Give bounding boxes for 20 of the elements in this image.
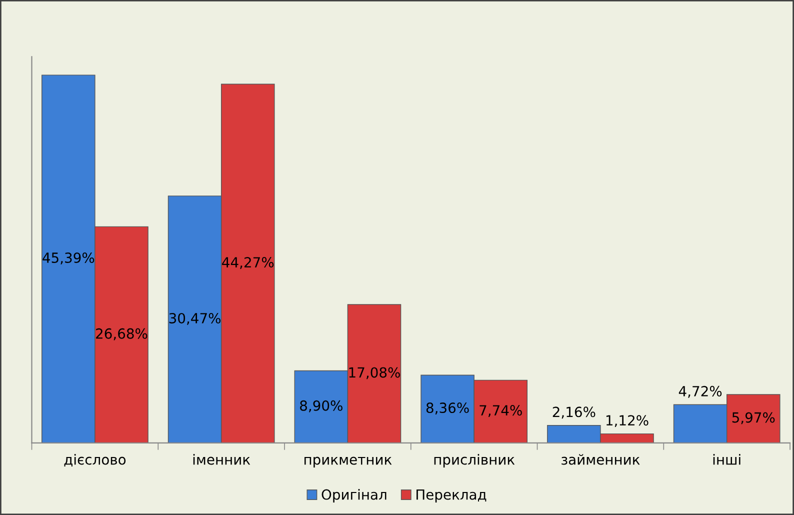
data-label: 26,68% [96,328,148,340]
x-tick-label: інші [713,454,740,465]
x-tick-label: іменник [193,454,250,465]
data-label: 45,39% [42,252,94,264]
data-label: 8,90% [300,400,342,412]
x-tick-label: займенник [562,454,640,465]
data-label: 5,97% [732,412,775,424]
legend-label: Переклад [416,489,486,502]
data-label: 2,16% [552,406,596,419]
x-tick-label: дієслово [64,454,126,466]
data-label: 7,74% [480,405,522,417]
data-label: 30,47% [169,312,220,325]
data-label: 8,36% [426,402,469,414]
data-label: 4,72% [678,386,722,398]
legend-label: Оригінал [322,489,386,502]
x-tick-label: прикметник [304,456,392,468]
data-label: 1,12% [606,415,648,428]
x-tick-label: прислівник [434,454,515,468]
data-label: 17,08% [349,367,400,380]
data-label: 44,27% [222,257,274,269]
